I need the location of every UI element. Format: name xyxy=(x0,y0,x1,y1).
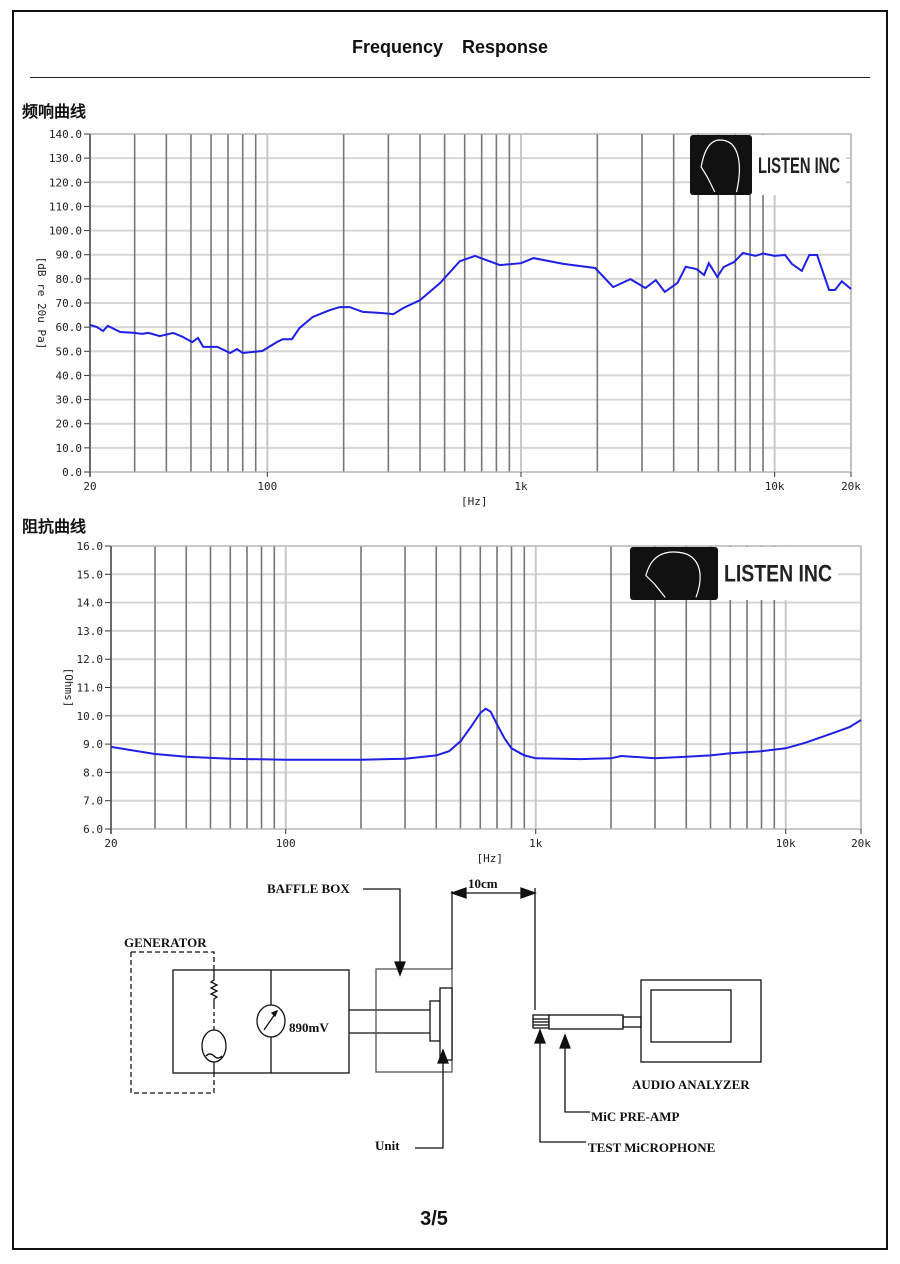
y-tick-label: 20.0 xyxy=(56,418,83,431)
x-tick-label: 20k xyxy=(851,837,871,850)
voltage-label: 890mV xyxy=(289,1020,329,1035)
y-tick-label: 11.0 xyxy=(77,682,104,695)
x-tick-label: 20 xyxy=(83,480,96,493)
y-tick-label: 70.0 xyxy=(56,297,83,310)
y-tick-label: 60.0 xyxy=(56,321,83,334)
y-tick-label: 30.0 xyxy=(56,394,83,407)
y-tick-label: 90.0 xyxy=(56,249,83,262)
y-tick-label: 9.0 xyxy=(83,738,103,751)
voltmeter-icon xyxy=(256,1004,286,1038)
listen-logo-icon xyxy=(690,135,752,195)
page-border xyxy=(12,10,888,1250)
y-tick-label: 8.0 xyxy=(83,766,103,779)
page-title: Frequency Response xyxy=(351,37,549,57)
x-axis-label: [Hz] xyxy=(477,852,504,865)
head-icon xyxy=(645,551,701,598)
resistor-icon xyxy=(209,970,219,1005)
x-tick-label: 100 xyxy=(276,837,296,850)
x-tick-label: 1k xyxy=(529,837,543,850)
frequency-response-title: 频响曲线 xyxy=(22,102,87,121)
impedance-chart: 6.0 7.0 8.0 9.0 10.0 11.0 12.0 13.0 14.0 15.0 16.0… xyxy=(62,540,871,865)
x-tick-label: 20k xyxy=(841,480,861,493)
x-tick-label: 20 xyxy=(104,837,117,850)
data-series-line xyxy=(110,707,862,761)
x-axis-label: [Hz] xyxy=(461,495,488,508)
frequency-response-chart: 0.0 10.0 20.0 30.0 40.0 50.0 60.0 70.0 80.0 90.0 1… xyxy=(35,128,861,508)
speaker-unit xyxy=(429,1000,441,1042)
y-tick-label: 12.0 xyxy=(77,653,104,666)
impedance-title: 阻抗曲线 xyxy=(22,517,87,536)
y-tick-label: 15.0 xyxy=(77,568,104,581)
distance-label: 10cm xyxy=(468,876,498,891)
generator-box xyxy=(172,969,350,1074)
baffle-box-label: BAFFLE BOX xyxy=(267,881,350,896)
listen-logo-icon xyxy=(630,547,718,600)
head-icon xyxy=(700,139,740,193)
audio-analyzer-box xyxy=(640,979,762,1063)
y-tick-label: 0.0 xyxy=(62,466,82,479)
y-tick-label: 16.0 xyxy=(77,540,104,553)
title-divider xyxy=(30,77,870,78)
y-tick-label: 130.0 xyxy=(49,152,82,165)
audio-analyzer-label: AUDIO ANALYZER xyxy=(632,1077,750,1092)
x-tick-label: 100 xyxy=(257,480,277,493)
page-number: 3/5 xyxy=(420,1208,448,1230)
y-tick-label: 100.0 xyxy=(49,225,82,238)
y-tick-label: 140.0 xyxy=(49,128,82,141)
logo-text: LISTEN INC xyxy=(724,561,832,588)
y-tick-label: 13.0 xyxy=(77,625,104,638)
signal-source-icon xyxy=(201,1029,227,1063)
y-tick-label: 10.0 xyxy=(77,710,104,723)
y-tick-label: 7.0 xyxy=(83,795,103,808)
mic-preamp-label: MiC PRE-AMP xyxy=(591,1109,680,1124)
y-tick-label: 120.0 xyxy=(49,176,82,189)
y-tick-label: 80.0 xyxy=(56,273,83,286)
y-axis-label: [dB re 20u Pa] xyxy=(35,257,48,350)
logo-text: LISTEN INC xyxy=(758,153,840,178)
y-axis-label: [Ohms] xyxy=(62,668,75,708)
y-tick-label: 6.0 xyxy=(83,823,103,836)
y-tick-label: 40.0 xyxy=(56,369,83,382)
y-tick-label: 50.0 xyxy=(56,345,83,358)
x-tick-label: 10k xyxy=(776,837,796,850)
mic-preamp xyxy=(548,1014,624,1030)
y-tick-label: 10.0 xyxy=(56,442,83,455)
unit-label: Unit xyxy=(375,1138,400,1153)
x-tick-label: 1k xyxy=(514,480,528,493)
y-tick-label: 14.0 xyxy=(77,597,104,610)
test-microphone-label: TEST MiCROPHONE xyxy=(588,1140,715,1155)
x-tick-label: 10k xyxy=(765,480,785,493)
generator-label: GENERATOR xyxy=(124,935,207,950)
y-tick-label: 110.0 xyxy=(49,200,82,213)
data-series-line xyxy=(89,251,852,355)
